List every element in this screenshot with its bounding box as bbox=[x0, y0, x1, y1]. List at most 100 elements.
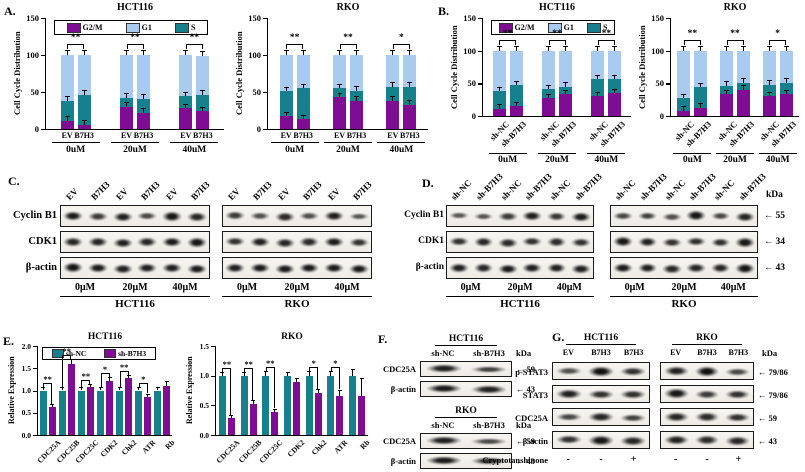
y-tick bbox=[211, 435, 215, 437]
blot-row-label: Cyclin B1 bbox=[404, 210, 444, 220]
error-bar-cap bbox=[546, 84, 551, 86]
blot-band bbox=[710, 263, 731, 273]
blot-lane bbox=[553, 432, 585, 448]
y-tick-label: 100 bbox=[248, 50, 261, 60]
dose-overline bbox=[488, 153, 527, 155]
sig-bracket bbox=[265, 367, 275, 369]
bar-segment-g2m bbox=[179, 108, 193, 129]
blot-band bbox=[588, 434, 614, 446]
error-bar bbox=[302, 51, 304, 55]
blot-lane bbox=[635, 232, 659, 252]
sig-bracket-leg bbox=[597, 39, 599, 45]
error-bar bbox=[409, 82, 411, 87]
bar-segment-s bbox=[779, 82, 793, 95]
blot-box bbox=[446, 231, 594, 253]
x-axis-line bbox=[482, 116, 631, 118]
error-bar-cap bbox=[563, 82, 568, 83]
sig-bracket-leg bbox=[265, 367, 267, 372]
error-bar bbox=[185, 92, 187, 97]
bar-segment-g1 bbox=[492, 50, 506, 92]
treatment-mark: - bbox=[566, 454, 570, 465]
blot-band bbox=[613, 262, 633, 273]
bar-sh-nc bbox=[240, 375, 248, 435]
sig-bracket-leg bbox=[51, 383, 53, 405]
blot-box bbox=[660, 408, 754, 426]
sig-bracket-leg bbox=[309, 367, 311, 372]
error-bar bbox=[392, 82, 394, 87]
blot-band bbox=[63, 210, 84, 221]
dose-label: 20μM bbox=[671, 282, 697, 293]
panel-b-label: B. bbox=[438, 4, 450, 18]
bar-sh-b7h3 bbox=[249, 404, 257, 435]
error-bar bbox=[265, 372, 267, 376]
blot-band bbox=[664, 411, 689, 422]
sig-bracket-leg bbox=[100, 372, 102, 388]
blot-lane bbox=[272, 258, 297, 278]
kda-marker: ← 79/86 bbox=[758, 390, 788, 400]
error-bar bbox=[252, 400, 254, 405]
bar-sh-nc bbox=[154, 390, 162, 435]
bar-label: EV bbox=[333, 131, 346, 140]
error-bar-cap bbox=[220, 371, 225, 373]
title-underline bbox=[435, 345, 497, 347]
y-tick-label: 50 bbox=[655, 78, 665, 89]
cell-line-label: RKO bbox=[696, 333, 718, 343]
error-bar bbox=[768, 92, 770, 97]
error-bar bbox=[66, 116, 68, 121]
blot-box bbox=[446, 257, 594, 279]
left-arrow-icon: ← bbox=[516, 364, 525, 374]
bar-sh-nc bbox=[58, 390, 66, 435]
sig-bracket bbox=[769, 39, 787, 41]
blot-band bbox=[470, 437, 507, 445]
blot-band bbox=[694, 435, 720, 445]
bar-segment-g2m bbox=[762, 96, 776, 116]
bar-segment-g1 bbox=[762, 50, 776, 85]
blot-band bbox=[186, 211, 207, 222]
sig-bracket-leg bbox=[683, 39, 685, 45]
blot-lane bbox=[520, 258, 544, 278]
sig-stars: ** bbox=[687, 28, 698, 39]
bar-segment-g2m bbox=[492, 108, 506, 116]
error-bar bbox=[768, 46, 770, 51]
error-bar-cap bbox=[145, 393, 150, 395]
y-axis-title: Cell Cycle Distribution bbox=[637, 25, 647, 109]
error-bar-cap bbox=[741, 46, 746, 48]
blot-lane bbox=[447, 258, 471, 278]
bar-label: B7H3 bbox=[400, 131, 420, 140]
bar-sh-nc bbox=[39, 390, 47, 435]
error-bar-cap bbox=[81, 119, 87, 121]
error-bar bbox=[42, 388, 44, 391]
blot-lane bbox=[585, 363, 617, 379]
y-tick-label: 0 bbox=[34, 124, 39, 134]
y-tick-label: 100 bbox=[26, 50, 39, 60]
blot-lane bbox=[722, 386, 753, 402]
blot-lane bbox=[223, 232, 248, 252]
sig-bracket-leg bbox=[330, 366, 332, 371]
error-bar bbox=[221, 372, 223, 376]
error-bar bbox=[700, 83, 702, 88]
error-bar-cap bbox=[307, 371, 312, 373]
y-axis-line bbox=[670, 18, 672, 117]
error-bar bbox=[285, 87, 287, 92]
chart-title: HCT116 bbox=[538, 2, 576, 13]
bar-sh-b7h3 bbox=[125, 378, 133, 435]
error-bar bbox=[498, 46, 500, 51]
error-bar bbox=[565, 82, 566, 87]
blot-box bbox=[446, 205, 594, 227]
error-bar bbox=[726, 46, 727, 51]
sig-stars: ** bbox=[62, 346, 71, 357]
error-bar-cap bbox=[272, 408, 277, 410]
error-bar-cap bbox=[496, 86, 502, 88]
error-bar-cap bbox=[766, 80, 772, 82]
blot-band bbox=[449, 262, 469, 273]
bar-sh-nc bbox=[262, 375, 270, 435]
error-bar-cap bbox=[337, 50, 342, 52]
error-bar bbox=[743, 78, 744, 83]
y-tick-label: 0 bbox=[471, 111, 476, 121]
dose-label: 20uM bbox=[723, 154, 747, 165]
y-tick bbox=[263, 92, 267, 94]
blot-band bbox=[449, 212, 469, 219]
legend-label: G1 bbox=[141, 23, 152, 32]
error-bar-cap bbox=[124, 93, 129, 95]
error-bar-cap bbox=[200, 90, 206, 92]
